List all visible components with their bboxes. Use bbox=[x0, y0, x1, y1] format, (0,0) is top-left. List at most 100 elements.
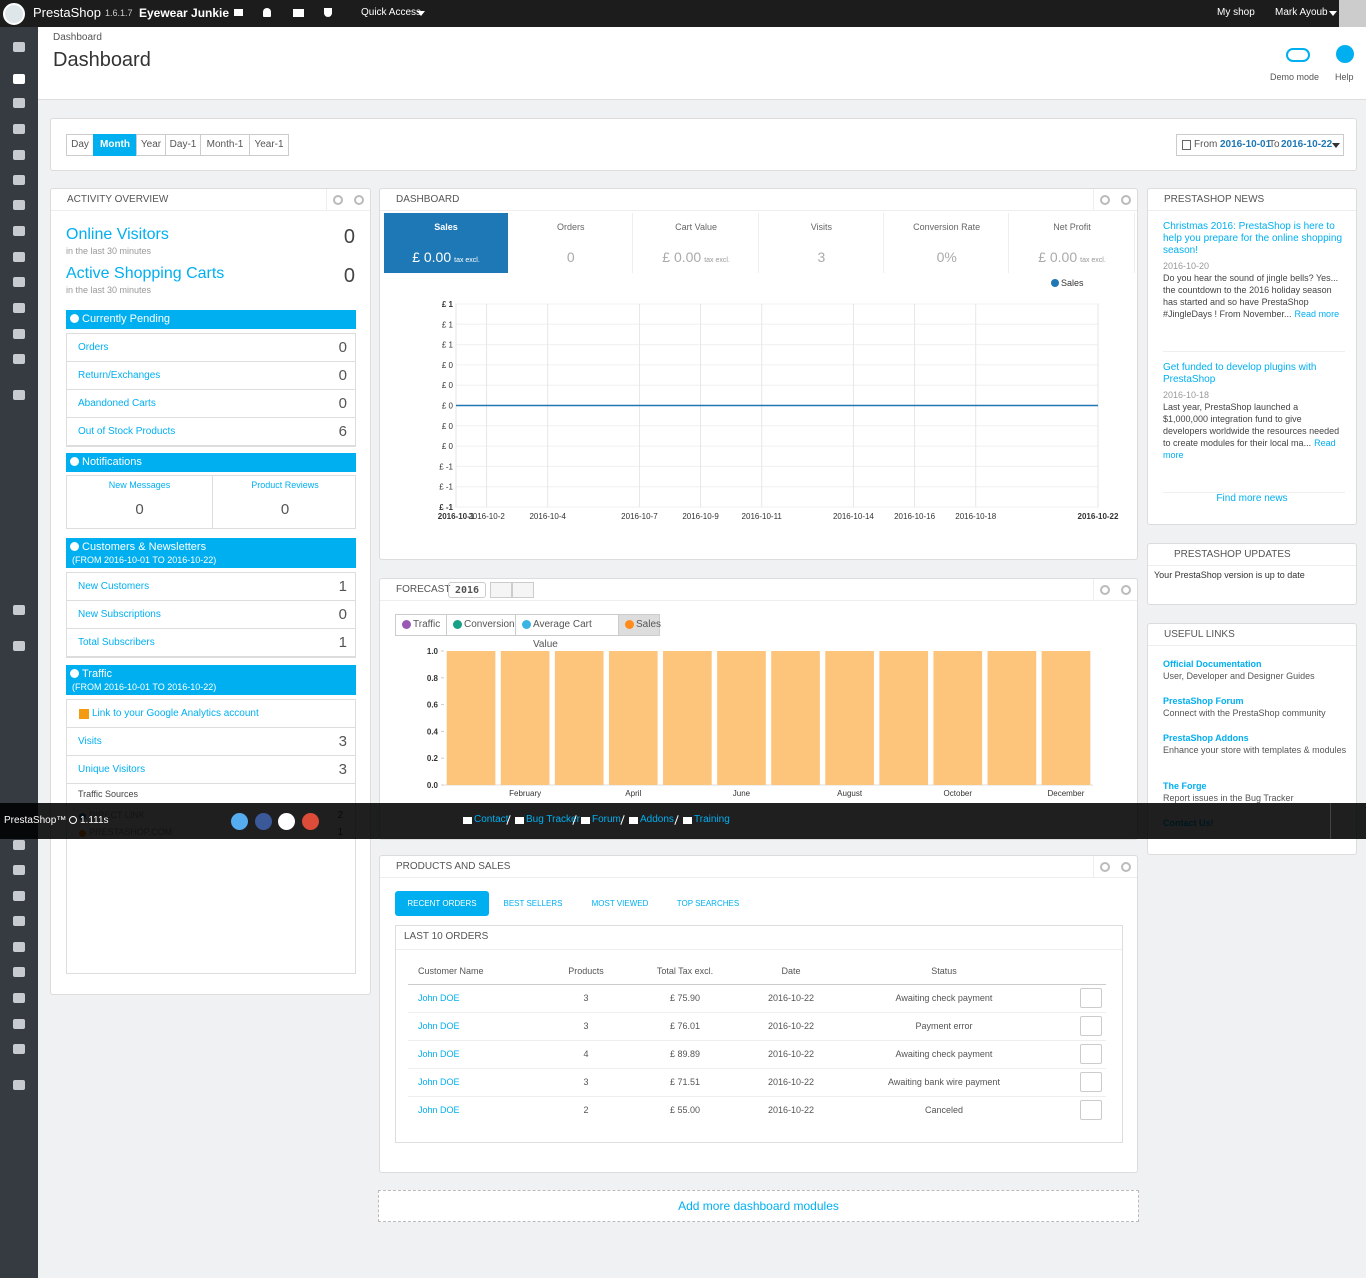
date-button[interactable]: Month-1 bbox=[200, 134, 250, 156]
facebook[interactable] bbox=[255, 813, 272, 830]
legend-button[interactable]: Average Cart Value bbox=[515, 614, 619, 650]
date-button[interactable]: Day bbox=[66, 134, 94, 156]
menu-icon[interactable] bbox=[13, 865, 25, 875]
menu-icon[interactable] bbox=[13, 390, 25, 400]
date-button[interactable]: Month bbox=[93, 134, 137, 156]
menu-icon[interactable] bbox=[13, 1019, 25, 1029]
menu-icon[interactable] bbox=[13, 993, 25, 1003]
message-icon[interactable] bbox=[293, 9, 304, 17]
legend-button[interactable]: Traffic bbox=[395, 614, 447, 636]
row-label[interactable]: Unique Visitors bbox=[78, 764, 146, 775]
menu-icon[interactable] bbox=[13, 150, 25, 160]
row-label[interactable]: Return/Exchanges bbox=[78, 370, 161, 381]
menu-icon[interactable] bbox=[13, 891, 25, 901]
kpi-tile[interactable]: Net Profit £ 0.00 tax excl. bbox=[1011, 213, 1135, 273]
row-label[interactable]: Orders bbox=[78, 342, 109, 353]
notification-label[interactable]: Product Reviews bbox=[251, 480, 319, 490]
menu-icon[interactable] bbox=[13, 277, 25, 287]
date-range[interactable]: From 2016-10-01 To 2016-10-22 bbox=[1176, 134, 1344, 156]
cell[interactable]: John DOE bbox=[418, 993, 460, 1003]
row-label[interactable]: Total Subscribers bbox=[78, 637, 155, 648]
footer-link[interactable]: Addons bbox=[640, 814, 674, 825]
add-text[interactable]: Add more dashboard modules bbox=[678, 1199, 839, 1213]
footer-link[interactable]: Bug Tracker bbox=[526, 814, 580, 825]
menu-icon[interactable] bbox=[13, 942, 25, 952]
demo-mode[interactable]: Demo mode bbox=[1270, 72, 1320, 82]
help-icon[interactable] bbox=[1336, 45, 1354, 63]
read-more[interactable]: Read more bbox=[1163, 438, 1336, 460]
view-button[interactable] bbox=[1080, 1044, 1102, 1064]
cell[interactable]: John DOE bbox=[418, 1105, 460, 1115]
user-name[interactable]: Mark Ayoub bbox=[1275, 7, 1328, 18]
avatar[interactable] bbox=[1339, 0, 1366, 27]
menu-icon[interactable] bbox=[13, 329, 25, 339]
date-button[interactable]: Year bbox=[136, 134, 166, 156]
tab[interactable]: BEST SELLERS bbox=[503, 899, 563, 908]
customer-icon[interactable] bbox=[263, 8, 271, 17]
menu-icon[interactable] bbox=[13, 967, 25, 977]
find-more[interactable]: Find more news bbox=[1216, 493, 1288, 504]
cell[interactable]: John DOE bbox=[418, 1077, 460, 1087]
menu-icon[interactable] bbox=[13, 605, 25, 615]
link-title[interactable]: PrestaShop Forum bbox=[1163, 696, 1244, 706]
menu-icon[interactable] bbox=[13, 98, 25, 108]
kpi-label[interactable]: Active Shopping Carts bbox=[66, 265, 225, 282]
cart-icon[interactable] bbox=[234, 9, 243, 16]
breadcrumb[interactable]: Dashboard bbox=[53, 32, 102, 43]
footer-link[interactable]: Forum bbox=[592, 814, 621, 825]
brand[interactable]: PrestaShop bbox=[33, 5, 101, 20]
kpi-tile[interactable]: Sales £ 0.00 tax excl. bbox=[384, 213, 508, 273]
cell[interactable]: John DOE bbox=[418, 1021, 460, 1031]
menu-icon[interactable] bbox=[13, 124, 25, 134]
menu-icon[interactable] bbox=[13, 226, 25, 236]
menu-icon[interactable] bbox=[13, 200, 25, 210]
my-shop[interactable]: My shop bbox=[1217, 7, 1255, 18]
help[interactable]: Help bbox=[1335, 72, 1354, 82]
view-button[interactable] bbox=[1080, 1100, 1102, 1120]
date-button[interactable]: Year-1 bbox=[249, 134, 289, 156]
menu-icon[interactable] bbox=[13, 354, 25, 364]
read-more[interactable]: Read more bbox=[1294, 309, 1340, 319]
google-plus[interactable] bbox=[302, 813, 319, 830]
menu-icon[interactable] bbox=[13, 1044, 25, 1054]
menu-icon[interactable] bbox=[13, 175, 25, 185]
kpi-tile[interactable]: Orders 0 bbox=[509, 213, 634, 273]
row-label[interactable]: Abandoned Carts bbox=[78, 398, 156, 409]
footer-link[interactable]: Training bbox=[694, 814, 730, 825]
logo[interactable] bbox=[3, 3, 25, 25]
twitter[interactable] bbox=[231, 813, 248, 830]
kpi-label[interactable]: Online Visitors bbox=[66, 226, 169, 243]
link-title[interactable]: Official Documentation bbox=[1163, 659, 1262, 669]
menu-icon[interactable] bbox=[13, 840, 25, 850]
menu-icon[interactable] bbox=[13, 1080, 25, 1090]
ga-link[interactable]: Link to your Google Analytics account bbox=[92, 708, 259, 719]
next-year[interactable] bbox=[512, 582, 534, 598]
scroll-top[interactable] bbox=[1330, 803, 1366, 839]
notification-label[interactable]: New Messages bbox=[108, 480, 171, 490]
tab[interactable]: RECENT ORDERS bbox=[395, 891, 489, 916]
link-title[interactable]: The Forge bbox=[1163, 781, 1207, 791]
row-label[interactable]: Visits bbox=[78, 736, 102, 747]
legend-button[interactable]: Sales bbox=[618, 614, 661, 636]
row-label[interactable]: New Subscriptions bbox=[78, 609, 161, 620]
shop-name[interactable]: Eyewear Junkie bbox=[139, 6, 230, 20]
news-title[interactable]: Get funded to develop plugins with Prest… bbox=[1163, 362, 1317, 385]
menu-icon[interactable] bbox=[13, 74, 25, 84]
quick-access[interactable]: Quick Access bbox=[361, 7, 422, 18]
kpi-tile[interactable]: Cart Value £ 0.00 tax excl. bbox=[635, 213, 759, 273]
add-modules[interactable]: Add more dashboard modules bbox=[378, 1190, 1139, 1222]
menu-icon[interactable] bbox=[13, 303, 25, 313]
row-label[interactable]: Out of Stock Products bbox=[78, 426, 176, 437]
view-button[interactable] bbox=[1080, 1072, 1102, 1092]
cell[interactable]: John DOE bbox=[418, 1049, 460, 1059]
github[interactable] bbox=[278, 813, 295, 830]
trophy-icon[interactable] bbox=[324, 8, 332, 17]
menu-icon[interactable] bbox=[13, 42, 25, 52]
kpi-tile[interactable]: Visits 3 bbox=[760, 213, 884, 273]
tab[interactable]: TOP SEARCHES bbox=[676, 899, 740, 908]
row-label[interactable]: New Customers bbox=[78, 581, 150, 592]
date-button[interactable]: Day-1 bbox=[165, 134, 201, 156]
tab[interactable]: MOST VIEWED bbox=[591, 899, 649, 908]
view-button[interactable] bbox=[1080, 988, 1102, 1008]
link-title[interactable]: PrestaShop Addons bbox=[1163, 733, 1249, 743]
